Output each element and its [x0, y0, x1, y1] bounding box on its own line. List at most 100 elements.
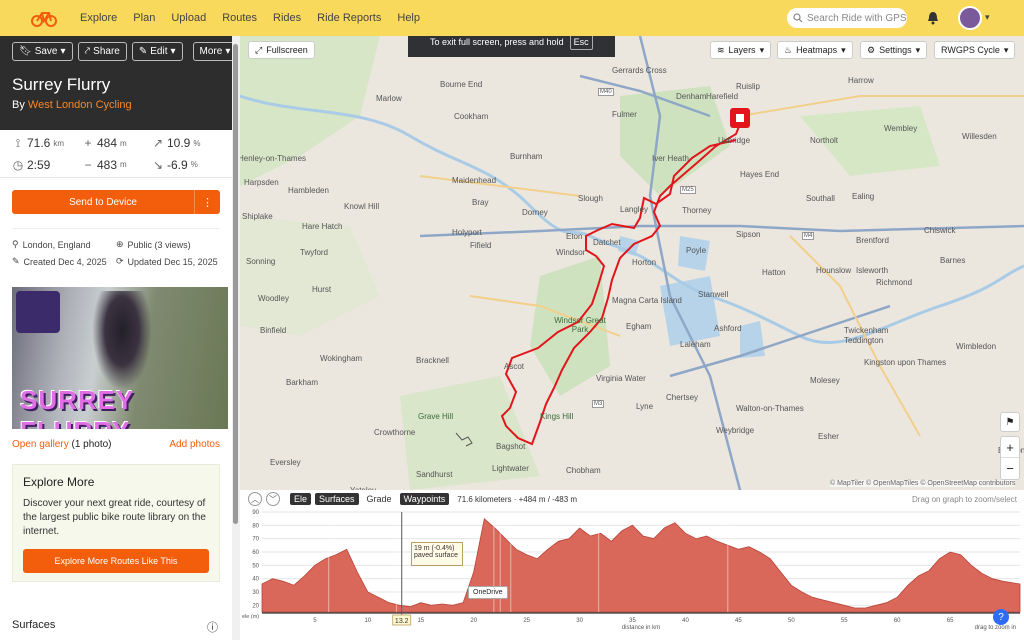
tab-grade[interactable]: Grade [362, 493, 396, 505]
y-tick-label: 20 [252, 603, 259, 609]
place-label: Hayes End [740, 170, 780, 179]
tab-waypoints[interactable]: Waypoints [399, 493, 450, 505]
nav-help[interactable]: Help [397, 12, 420, 24]
collapse-down-icon[interactable]: ﹀ [266, 492, 280, 506]
place-label: Dorney [522, 208, 548, 217]
place-label: Teddington [844, 336, 884, 345]
nav-upload[interactable]: Upload [171, 12, 207, 24]
x-tick-label: 45 [735, 618, 742, 624]
heatmaps-label: Heatmaps [796, 45, 838, 55]
tab-surfaces[interactable]: Surfaces [315, 493, 359, 505]
elevation-chart[interactable]: 20 30 40 50 60 70 80 90 5 10 15 20 25 30 35 40 45 50 55 60 6… [240, 508, 1024, 640]
photo-caption: SURREY FLURRY [20, 385, 134, 429]
stat-grade-up: ↗ 10.9% [152, 134, 222, 152]
route-author-line: By West London Cycling [12, 99, 220, 111]
elev-gain-unit: m [120, 138, 127, 148]
place-label: Molesey [810, 376, 840, 385]
plus-icon: + [84, 136, 92, 150]
x-tick-label: 15 [417, 618, 424, 624]
place-label: Isleworth [856, 266, 889, 275]
exit-message-text: To exit full screen, press and hold [430, 37, 564, 47]
place-label: Fifield [470, 241, 492, 250]
place-label: Hare Hatch [302, 222, 343, 231]
zoom-in-button[interactable]: + [1001, 437, 1019, 458]
place-label: Egham [626, 322, 652, 331]
zoom-hint: drag to zoom in [975, 625, 1016, 631]
route-photo[interactable]: SURREY FLURRY [12, 287, 228, 429]
rwgps-logo-icon[interactable] [30, 8, 58, 28]
bell-icon[interactable] [925, 10, 941, 26]
map-canvas[interactable] [240, 36, 1024, 490]
settings-button[interactable]: ⚙ Settings ▾ [860, 41, 928, 59]
more-button[interactable]: More ▾ [192, 42, 232, 61]
info-icon[interactable]: ⓘ [207, 622, 218, 634]
search-placeholder: Search Ride with GPS [807, 12, 907, 24]
waypoint-label[interactable]: OneDrive [468, 586, 508, 599]
chevron-down-icon: ▾ [225, 46, 231, 57]
avatar[interactable] [958, 6, 982, 30]
search-icon [793, 13, 803, 23]
place-label: Yateley [350, 486, 376, 490]
street-view-button[interactable]: ⚑ [1000, 412, 1020, 432]
sidebar-scrollbar[interactable] [232, 36, 240, 640]
share-icon: ⤤ [84, 46, 91, 57]
help-icon[interactable]: ? [993, 609, 1009, 625]
place-label: Weybridge [716, 426, 755, 435]
place-label: Bourne End [440, 80, 483, 89]
collapse-up-icon[interactable]: ︿ [248, 492, 262, 506]
road-shield: M4 [802, 232, 815, 240]
layers-button[interactable]: ≋ Layers ▾ [710, 41, 772, 59]
place-label: Lyne [636, 402, 654, 411]
place-label: Bracknell [416, 356, 449, 365]
route-line[interactable] [500, 123, 741, 446]
heatmaps-button[interactable]: ♨ Heatmaps ▾ [777, 41, 853, 59]
nav-routes[interactable]: Routes [222, 12, 258, 24]
bookmark-icon: 🔖︎ [19, 46, 32, 57]
edit-button[interactable]: ✎ Edit ▾ [131, 42, 183, 61]
share-button[interactable]: ⤤ Share [77, 42, 127, 61]
route-map[interactable]: Bourne End Gerrards Cross Harefield Ruislip… [240, 36, 1024, 490]
open-gallery: Open gallery (1 photo) [12, 439, 112, 450]
main-nav: Explore Plan Upload Routes Rides Ride Re… [72, 0, 428, 36]
map-style-select[interactable]: RWGPS Cycle ▾ [934, 41, 1016, 59]
nav-explore[interactable]: Explore [80, 12, 118, 24]
zoom-out-button[interactable]: − [1006, 461, 1014, 476]
motorway-m4 [419, 224, 1024, 238]
nav-ride-reports[interactable]: Ride Reports [317, 12, 382, 24]
nav-rides[interactable]: Rides [273, 12, 302, 24]
motorway-m40 [579, 74, 711, 118]
search-input[interactable]: Search Ride with GPS [787, 8, 907, 28]
place-label: Wokingham [320, 354, 363, 363]
scrollbar-thumb[interactable] [233, 44, 238, 524]
nav-plan[interactable]: Plan [133, 12, 156, 24]
send-to-device-button[interactable]: Send to Device [12, 190, 194, 214]
elevation-area[interactable] [261, 517, 1021, 613]
road-shield: M3 [592, 400, 605, 408]
flame-icon: ♨ [784, 44, 793, 55]
tab-ele[interactable]: Ele [290, 493, 312, 505]
fullscreen-button[interactable]: ⤢ Fullscreen [248, 41, 315, 59]
send-more-button[interactable]: ⋮ [194, 190, 220, 214]
drag-hint: Drag on graph to zoom/select [912, 495, 1017, 504]
place-label: Hurst [312, 285, 332, 294]
place-label: Maidenhead [452, 176, 497, 185]
add-photos-link[interactable]: Add photos [169, 439, 220, 450]
explore-more-button[interactable]: Explore More Routes Like This [23, 549, 209, 573]
send-to-device-row: Send to Device ⋮ [12, 190, 220, 214]
surfaces-section: Surfaces ⓘ [12, 619, 218, 635]
place-label: Twyford [300, 248, 329, 257]
save-button[interactable]: 🔖︎ Save ▾ [12, 42, 73, 61]
rider-image [92, 291, 152, 391]
open-gallery-link[interactable]: Open gallery [12, 439, 69, 450]
park-area [800, 106, 940, 176]
x-tick-label: 5 [313, 618, 317, 624]
visibility-text: Public (3 views) [127, 239, 191, 250]
map-pin-icon: ⚑ [1005, 416, 1015, 428]
author-link[interactable]: West London Cycling [27, 99, 132, 111]
chevron-down-icon: ▾ [759, 44, 765, 55]
y-axis-label: ele (m) [242, 614, 259, 620]
chevron-down-icon[interactable]: ▾ [985, 12, 990, 22]
arrow-down-right-icon: ↘ [152, 157, 164, 172]
x-tick-label: 10 [365, 618, 372, 624]
map-attribution[interactable]: © MapTiler © OpenMapTiles © OpenStreetMa… [830, 480, 1016, 487]
